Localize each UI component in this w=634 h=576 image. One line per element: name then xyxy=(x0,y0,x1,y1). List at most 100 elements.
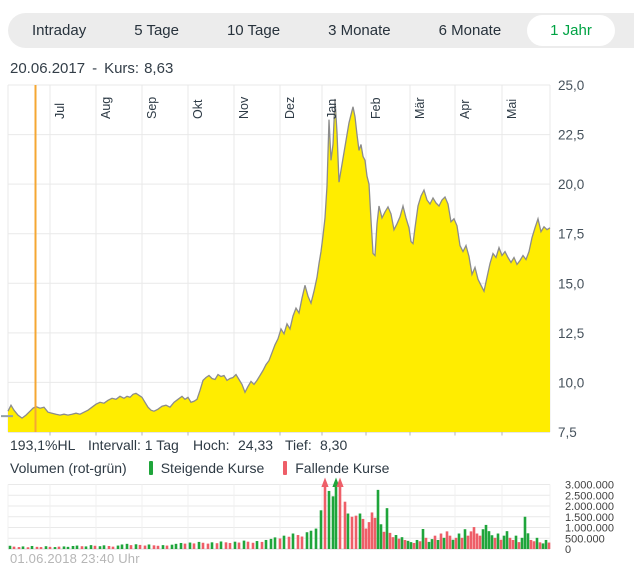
volume-bar xyxy=(394,535,398,549)
volume-bar xyxy=(305,532,309,549)
tab-1-jahr[interactable]: 1 Jahr xyxy=(527,15,615,46)
volume-bar xyxy=(165,545,169,549)
volume-bar xyxy=(287,536,291,549)
volume-bar xyxy=(62,546,66,549)
volume-bar xyxy=(201,542,205,549)
volume-bar xyxy=(439,533,443,549)
volume-bar xyxy=(436,539,440,549)
low-value: 8,30 xyxy=(320,437,348,453)
volume-bar xyxy=(269,538,273,549)
kurs-value: 8,63 xyxy=(144,60,174,77)
volume-bar xyxy=(541,543,545,549)
separator: - xyxy=(92,60,98,77)
tab-3-monate[interactable]: 3 Monate xyxy=(328,22,391,39)
kurs-label: Kurs: xyxy=(104,60,140,77)
hl-percent: 193,1%HL xyxy=(10,437,76,453)
volume-bar xyxy=(300,536,304,549)
volume-bar xyxy=(39,547,43,549)
volume-bar xyxy=(314,528,318,549)
volume-bar xyxy=(116,545,120,549)
volume-bar xyxy=(367,522,371,549)
volume-bar xyxy=(469,531,473,549)
volume-bar xyxy=(12,546,16,549)
volume-bar xyxy=(179,542,183,549)
volume-bar xyxy=(156,545,160,549)
volume-bar xyxy=(174,543,178,549)
volume-bar xyxy=(107,545,111,549)
volume-bar xyxy=(481,529,485,549)
volume-bar xyxy=(415,539,419,549)
tab-intraday[interactable]: Intraday xyxy=(32,22,87,39)
price-axis-label: 22,5 xyxy=(558,128,584,143)
volume-bar xyxy=(448,535,452,549)
volume-axis-label: 500.000 xyxy=(565,533,605,545)
volume-bar xyxy=(343,501,347,549)
price-axis-label: 10,0 xyxy=(558,375,584,390)
volume-bar xyxy=(35,546,39,549)
volume-bar xyxy=(424,537,428,549)
volume-bar xyxy=(264,539,268,549)
volume-bar xyxy=(418,541,422,549)
price-axis-label: 17,5 xyxy=(558,227,584,242)
volume-bar xyxy=(538,542,542,549)
volume-bar xyxy=(84,546,88,549)
crosshair-date: 20.06.2017 xyxy=(10,60,86,77)
volume-bar xyxy=(370,512,374,549)
volume-bar xyxy=(484,524,488,549)
tab-10-tage[interactable]: 10 Tage xyxy=(226,22,281,39)
volume-bar xyxy=(170,544,174,549)
crosshair-readout: 20.06.2017- Kurs: 8,63 xyxy=(10,60,173,77)
low-label: Tief: xyxy=(285,437,312,453)
volume-bar xyxy=(89,545,93,549)
month-label: Sep xyxy=(145,97,159,119)
price-axis-label: 12,5 xyxy=(558,326,584,341)
price-area xyxy=(8,98,550,433)
volume-bar xyxy=(210,542,214,549)
volume-bar xyxy=(406,540,410,549)
volume-bar xyxy=(75,545,79,549)
volume-bar xyxy=(233,541,237,549)
volume-bar xyxy=(192,543,196,549)
volume-bar xyxy=(334,484,338,549)
volume-bar xyxy=(535,537,539,549)
volume-bar xyxy=(361,518,365,549)
tab-6-monate[interactable]: 6 Monate xyxy=(438,22,502,39)
volume-legend: Volumen (rot-grün) Steigende Kurse Falle… xyxy=(10,459,389,476)
volume-bar xyxy=(346,513,350,549)
volume-axis-label: 0 xyxy=(565,544,571,556)
timestamp: 01.06.2018 23:40 Uhr xyxy=(10,551,140,566)
tab-5-tage[interactable]: 5 Tage xyxy=(134,22,179,39)
volume-bar xyxy=(517,542,521,549)
volume-bar xyxy=(433,535,437,549)
rising-marker xyxy=(148,460,153,475)
volume-bar xyxy=(309,530,313,549)
volume-overflow-arrow xyxy=(336,477,344,487)
volume-bar xyxy=(26,547,30,549)
high-label: Hoch: xyxy=(193,437,230,453)
volume-bar xyxy=(499,539,503,549)
volume-axis-label: 3.000.000 xyxy=(565,480,614,492)
volume-bar xyxy=(278,538,282,549)
month-label: Mär xyxy=(413,97,427,119)
volume-bar xyxy=(80,546,84,549)
volume-axis-label: 2.000.000 xyxy=(565,501,614,513)
volume-bar xyxy=(93,545,97,549)
volume-bar xyxy=(350,516,354,549)
volume-bar xyxy=(475,533,479,549)
volume-bar xyxy=(529,539,533,549)
volume-bar xyxy=(526,533,530,549)
volume-bar xyxy=(327,490,331,549)
volume-bar xyxy=(451,539,455,549)
volume-bar xyxy=(502,535,506,549)
volume-bar xyxy=(219,541,223,549)
volume-bar xyxy=(445,531,449,549)
month-label: Jul xyxy=(53,103,67,119)
volume-bar xyxy=(57,546,61,549)
volume-bar xyxy=(403,539,407,549)
volume-bar xyxy=(354,515,358,549)
volume-bar xyxy=(255,541,259,549)
volume-bar xyxy=(143,545,147,549)
month-label: Nov xyxy=(237,96,251,119)
falling-label: Fallende Kurse xyxy=(295,459,390,476)
